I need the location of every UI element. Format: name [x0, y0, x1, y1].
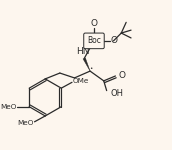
Text: O: O [118, 70, 125, 80]
Text: O: O [90, 19, 98, 28]
Text: HN: HN [77, 47, 90, 56]
Text: O: O [111, 36, 117, 45]
Text: Boc: Boc [87, 36, 101, 45]
Text: OMe: OMe [73, 78, 89, 84]
Text: MeO: MeO [18, 120, 34, 126]
Text: MeO: MeO [1, 104, 17, 110]
Text: •: • [89, 66, 93, 71]
Polygon shape [83, 58, 90, 71]
Text: OH: OH [111, 89, 123, 98]
FancyBboxPatch shape [84, 33, 104, 49]
